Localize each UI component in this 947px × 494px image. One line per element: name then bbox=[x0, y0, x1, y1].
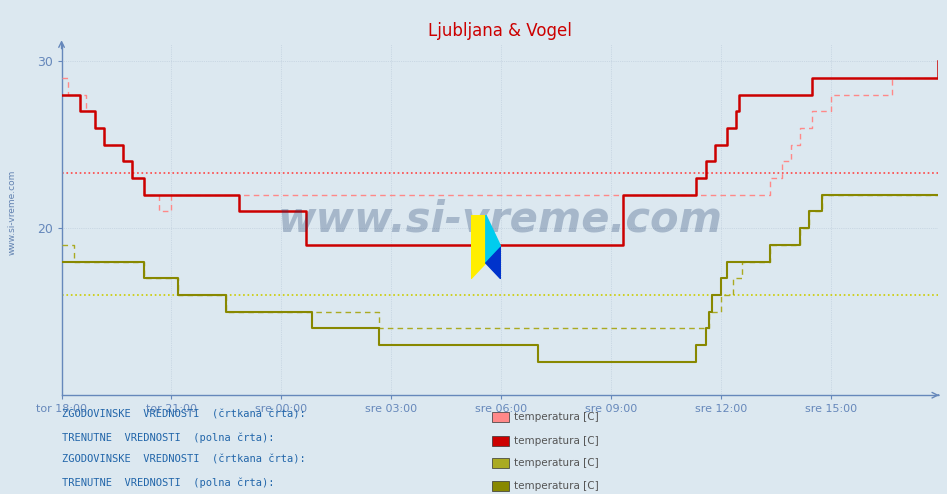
Text: www.si-vreme.com: www.si-vreme.com bbox=[8, 170, 17, 255]
Polygon shape bbox=[471, 215, 486, 279]
Title: Ljubljana & Vogel: Ljubljana & Vogel bbox=[428, 22, 571, 40]
Polygon shape bbox=[486, 215, 501, 263]
Text: ZGODOVINSKE  VREDNOSTI  (črtkana črta):: ZGODOVINSKE VREDNOSTI (črtkana črta): bbox=[62, 410, 305, 419]
Text: temperatura [C]: temperatura [C] bbox=[514, 436, 599, 446]
Text: temperatura [C]: temperatura [C] bbox=[514, 412, 599, 422]
Polygon shape bbox=[486, 247, 501, 279]
Text: TRENUTNE  VREDNOSTI  (polna črta):: TRENUTNE VREDNOSTI (polna črta): bbox=[62, 477, 274, 488]
Text: ZGODOVINSKE  VREDNOSTI  (črtkana črta):: ZGODOVINSKE VREDNOSTI (črtkana črta): bbox=[62, 455, 305, 465]
Text: temperatura [C]: temperatura [C] bbox=[514, 481, 599, 491]
Text: www.si-vreme.com: www.si-vreme.com bbox=[277, 199, 722, 241]
Text: temperatura [C]: temperatura [C] bbox=[514, 458, 599, 468]
Text: TRENUTNE  VREDNOSTI  (polna črta):: TRENUTNE VREDNOSTI (polna črta): bbox=[62, 432, 274, 443]
